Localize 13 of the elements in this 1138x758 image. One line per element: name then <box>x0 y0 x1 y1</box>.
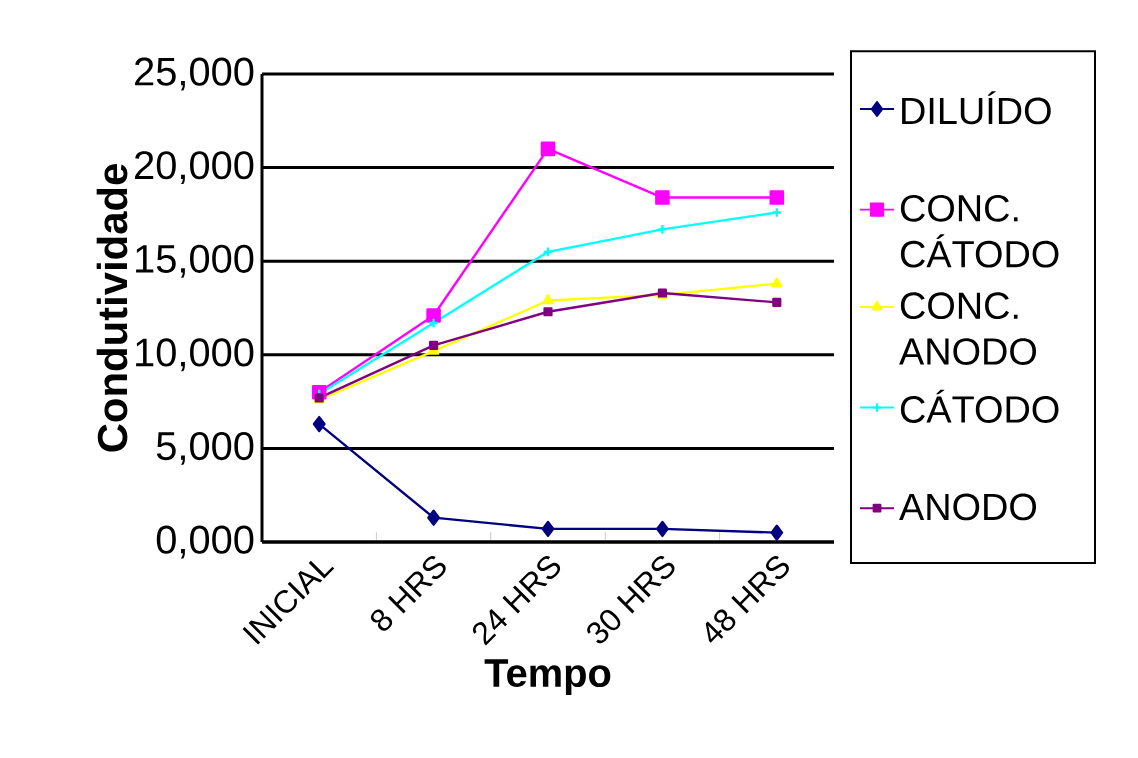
legend-label: CONC. CÁTODO <box>900 194 1059 268</box>
y-tick-label: 25,000 <box>135 57 254 91</box>
y-axis-title: Condutividade <box>96 164 128 452</box>
legend-label: DILUÍDO <box>902 91 1051 125</box>
y-tick-label: 15,000 <box>136 244 254 278</box>
y-tick-label: 20,000 <box>135 151 254 185</box>
legend-label: CONC. ANODO <box>899 292 1037 365</box>
y-tick-label: 0,000 <box>156 525 254 559</box>
x-axis-title: Tempo <box>484 659 611 695</box>
legend-label: CÁTODO <box>900 389 1059 423</box>
legend-label: ANODO <box>899 493 1037 521</box>
y-tick-label: 5,000 <box>156 431 254 465</box>
y-tick-label: 10,000 <box>136 338 254 372</box>
